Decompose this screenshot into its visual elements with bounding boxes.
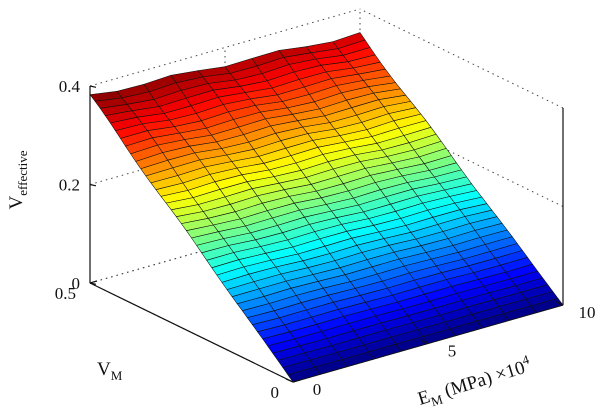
surface-cell bbox=[530, 298, 564, 313]
z-tick-2 bbox=[89, 85, 97, 88]
y-tick-1 bbox=[89, 280, 98, 284]
x-tick-label: 5 bbox=[448, 342, 457, 361]
x-axis-label: EM (MPa) ×104 bbox=[414, 351, 535, 412]
surface-plot bbox=[89, 32, 564, 383]
x-tick-0 bbox=[285, 378, 294, 383]
z-axis-label: Veffective bbox=[6, 150, 30, 209]
z-tick-label: 0 bbox=[72, 274, 81, 293]
z-tick-1 bbox=[89, 183, 97, 187]
x-tick-2 bbox=[555, 301, 564, 306]
x-tick-label: 10 bbox=[579, 303, 596, 322]
x-tick-label: 0 bbox=[313, 380, 322, 399]
y-axis-line bbox=[89, 282, 294, 383]
tick-marks bbox=[89, 85, 564, 383]
y-tick-label: 0 bbox=[271, 383, 280, 402]
y-tick-0 bbox=[292, 379, 301, 383]
grid-line-z-side-2 bbox=[359, 8, 564, 109]
z-tick-label: 0.4 bbox=[59, 77, 81, 96]
y-axis-label: VM bbox=[97, 359, 123, 383]
y-tick-label: 0.5 bbox=[55, 284, 76, 303]
x-tick-1 bbox=[420, 339, 429, 345]
z-tick-label: 0.2 bbox=[59, 176, 80, 195]
